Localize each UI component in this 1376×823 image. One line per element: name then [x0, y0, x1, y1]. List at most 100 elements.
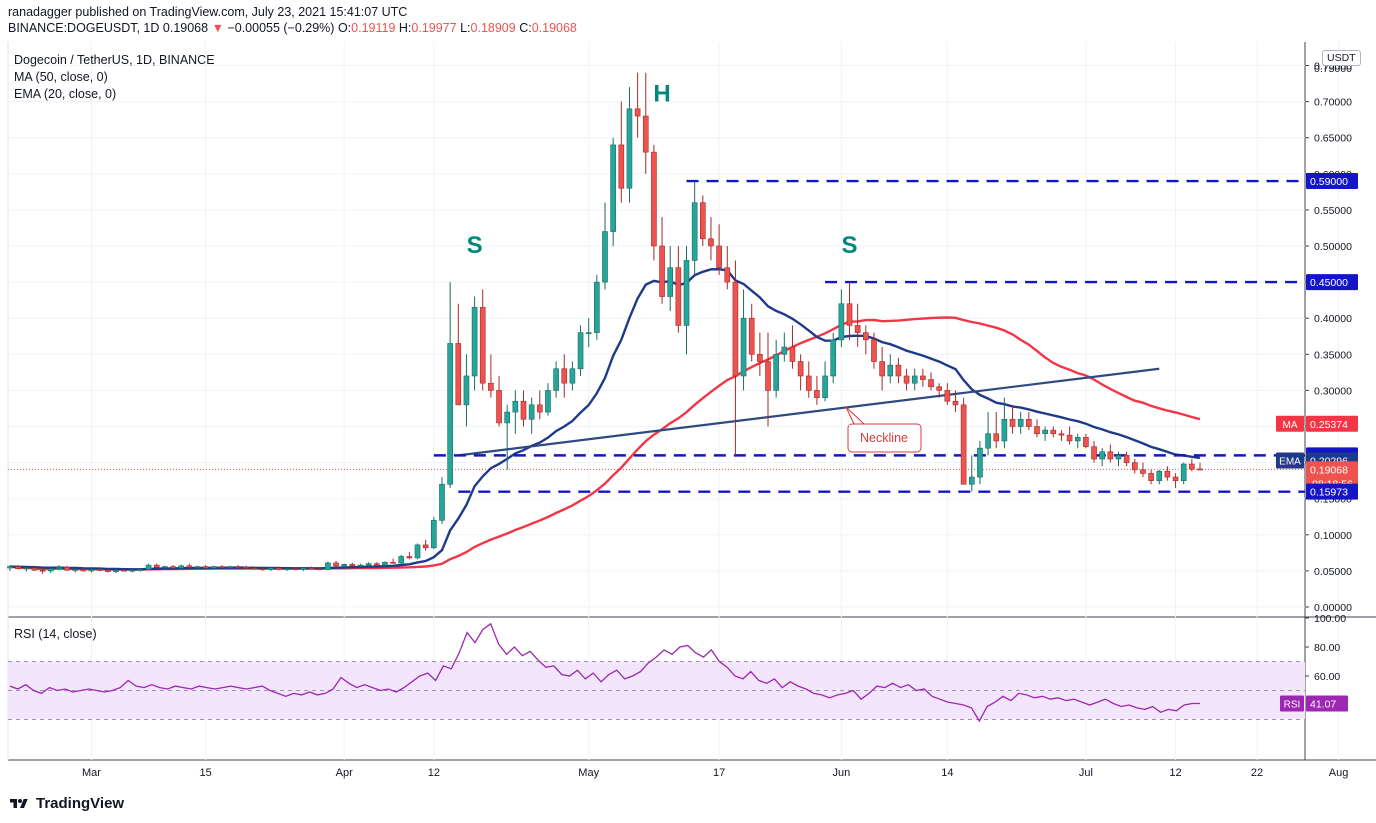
candle	[447, 282, 453, 488]
x-tick-label: 15	[199, 767, 211, 779]
candle	[422, 539, 429, 551]
candle	[1148, 469, 1154, 485]
candle-body	[210, 566, 217, 569]
neckline-callout-pointer	[845, 406, 866, 425]
candle-body	[585, 332, 592, 334]
candle-body	[7, 566, 13, 569]
candle-body	[1189, 463, 1195, 470]
candle	[699, 195, 706, 246]
candle-body	[1001, 418, 1008, 442]
candle	[1042, 426, 1048, 441]
candle-body	[618, 144, 625, 189]
candle	[39, 567, 46, 574]
candle-body	[1034, 426, 1040, 435]
neckline-callout-gap	[849, 425, 869, 431]
candle	[292, 567, 299, 571]
legend-ema[interactable]: EMA (20, close, 0)	[14, 87, 117, 101]
candle	[373, 562, 380, 566]
candle	[585, 318, 592, 348]
candle-body	[1172, 476, 1179, 481]
y-tick-label: 0.55000	[1314, 205, 1352, 217]
candle-body	[512, 400, 519, 413]
candle-body	[528, 404, 535, 420]
candle-body	[797, 361, 804, 377]
candle-body	[251, 567, 258, 570]
candle-body	[740, 317, 747, 377]
candle	[895, 357, 902, 384]
right-shoulder-label: S	[842, 232, 858, 259]
rsi-value-tag	[1306, 695, 1348, 712]
y-tick-label: 0.30000	[1314, 385, 1352, 397]
candle-body	[496, 390, 502, 424]
legend-ma[interactable]: MA (50, close, 0)	[14, 70, 108, 84]
candle-body	[1042, 429, 1048, 435]
candle-body	[1083, 437, 1089, 448]
candle	[1131, 458, 1138, 474]
candle-body	[300, 567, 307, 570]
candle-body	[162, 566, 168, 568]
x-tick-label: 17	[713, 767, 725, 779]
candle-body	[259, 568, 266, 571]
rsi-title[interactable]: RSI (14, close)	[14, 627, 97, 641]
candle-body	[373, 563, 380, 566]
candle	[659, 217, 665, 304]
candle-body	[765, 361, 771, 391]
rsi-tick-label: 60.00	[1314, 671, 1340, 683]
candle	[610, 137, 616, 246]
candle	[814, 375, 820, 405]
low-label: L:	[460, 21, 471, 35]
candle	[805, 361, 812, 398]
candle-body	[1180, 463, 1187, 481]
candle-body	[64, 566, 70, 571]
candle-body	[968, 476, 975, 485]
candle-body	[960, 404, 967, 485]
candle-body	[145, 564, 152, 570]
candle	[577, 325, 584, 376]
candle	[830, 332, 837, 384]
candle	[1164, 466, 1171, 481]
left-shoulder-label: S	[467, 232, 483, 259]
candle	[846, 282, 853, 340]
y-tick-label: 0.40000	[1314, 313, 1352, 325]
candle-body	[1099, 451, 1106, 460]
candle-body	[814, 390, 820, 398]
currency-button[interactable]: USDT	[1322, 50, 1361, 66]
rsi-series-tag	[1280, 695, 1304, 712]
candle	[618, 101, 625, 203]
candle-body	[170, 566, 176, 569]
candle	[431, 516, 437, 550]
candle	[1156, 469, 1163, 485]
rsi-line	[9, 622, 1200, 723]
candle	[104, 568, 111, 573]
candle-body	[944, 390, 951, 402]
candle-body	[822, 375, 828, 398]
brand-name: TradingView	[36, 795, 125, 812]
y-tick-label: 0.10000	[1314, 530, 1352, 542]
candle	[920, 368, 926, 387]
candle	[341, 563, 347, 568]
tradingview-logo[interactable]: TradingView	[8, 795, 124, 812]
candle-body	[936, 386, 942, 391]
publisher-line: ranadagger published on TradingView.com,…	[8, 5, 408, 19]
candle-body	[96, 569, 103, 571]
candle	[479, 289, 486, 391]
candle-body	[15, 566, 21, 570]
candle-body	[1156, 470, 1163, 481]
candle-body	[708, 238, 714, 247]
y-tick-label: 0.75000	[1314, 63, 1352, 75]
candle	[651, 144, 657, 261]
candle	[708, 217, 714, 261]
y-tick-label: 0.35000	[1314, 349, 1352, 361]
candle	[243, 565, 250, 569]
candle	[773, 339, 779, 398]
candle	[276, 566, 282, 571]
candle	[854, 303, 861, 348]
candle-body	[789, 346, 796, 362]
x-tick-label: 14	[941, 767, 953, 779]
candle-body	[520, 400, 527, 420]
y-tick-label: 0.70000	[1314, 97, 1352, 109]
candle-body	[447, 343, 453, 485]
price-axis-tag-text: 0.45000	[1310, 277, 1348, 289]
legend-title[interactable]: Dogecoin / TetherUS, 1D, BINANCE	[14, 53, 215, 67]
